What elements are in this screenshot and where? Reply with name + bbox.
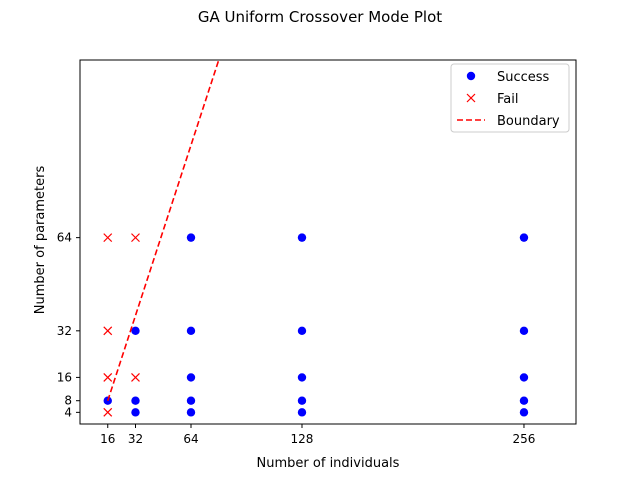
success-point: [186, 373, 196, 382]
y-tick-label: 8: [64, 394, 72, 408]
fail-point: [131, 233, 140, 243]
success-point: [297, 326, 307, 336]
success-point: [186, 326, 196, 336]
y-tick-label: 16: [57, 370, 72, 384]
success-point: [519, 408, 529, 417]
success-point: [297, 396, 307, 405]
y-axis-label: Number of parameters: [33, 166, 48, 315]
success-point: [297, 408, 307, 417]
legend-success-swatch: [466, 71, 476, 81]
x-tick-label: 256: [513, 432, 536, 446]
fail-point: [103, 407, 113, 417]
y-tick-label: 32: [57, 324, 72, 338]
success-point: [186, 233, 196, 242]
fail-point: [103, 372, 113, 382]
chart-title: GA Uniform Crossover Mode Plot: [198, 8, 442, 26]
x-tick-label: 128: [291, 432, 314, 446]
legend-fail-swatch: [466, 93, 476, 103]
fail-point: [103, 233, 113, 243]
success-point: [186, 396, 196, 405]
success-point: [186, 408, 196, 417]
plot-content: [103, 60, 529, 417]
x-tick-label: 64: [183, 432, 198, 446]
success-point: [297, 373, 307, 382]
boundary-line: [106, 60, 220, 401]
plot-frame: [79, 59, 577, 425]
legend-label: Success: [497, 70, 550, 85]
success-point: [519, 373, 529, 382]
success-point: [519, 233, 529, 242]
success-point: [131, 396, 140, 405]
x-tick-label: 16: [100, 432, 115, 446]
y-tick-label: 4: [64, 405, 72, 419]
legend-label: Boundary: [497, 114, 560, 129]
plot-area: [103, 60, 529, 417]
x-tick-label: 32: [128, 432, 143, 446]
fail-point: [131, 372, 140, 382]
axes: 16 32 64 128 256 48 16 32 64: [57, 59, 577, 446]
x-axis-label: Number of individuals: [257, 456, 400, 471]
legend: Success Fail Boundary: [450, 63, 570, 133]
success-point: [519, 326, 529, 336]
legend-label: Fail: [497, 92, 518, 107]
success-point: [519, 396, 529, 405]
success-point: [131, 326, 140, 336]
fail-point: [103, 326, 113, 336]
y-tick-label: 64: [57, 231, 72, 245]
success-point: [131, 408, 140, 417]
success-point: [297, 233, 307, 242]
legend-box: [450, 63, 570, 133]
